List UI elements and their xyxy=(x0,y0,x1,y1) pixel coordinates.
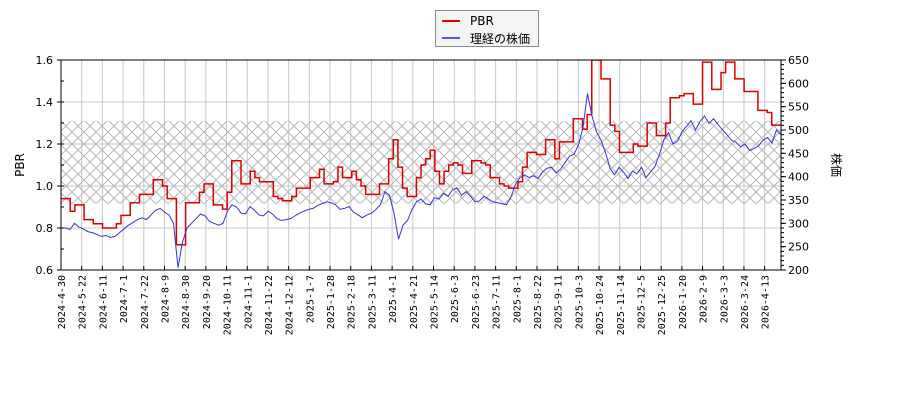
x-tick-label: 2025-4-21 xyxy=(409,275,420,329)
x-tick-label: 2025-1-28 xyxy=(326,275,337,329)
price-line xyxy=(61,93,781,268)
x-tick-label: 2025-6-3 xyxy=(450,275,461,323)
x-tick-label: 2024-7-1 xyxy=(119,275,130,323)
pbr-line xyxy=(61,60,781,246)
left-axis-title: PBR xyxy=(13,153,27,177)
x-tick-label: 2024-6-11 xyxy=(98,275,109,329)
left-tick-label: 1.0 xyxy=(36,180,54,193)
x-tick-label: 2024-8-9 xyxy=(160,275,171,323)
right-tick-label: 550 xyxy=(788,101,809,114)
right-tick-label: 400 xyxy=(788,171,809,184)
x-tick-label: 2025-12-5 xyxy=(636,275,647,329)
legend-swatch-price xyxy=(442,37,460,39)
x-tick-label: 2024-12-12 xyxy=(285,275,296,335)
right-tick-label: 300 xyxy=(788,217,809,230)
pbr-range-band xyxy=(61,120,781,204)
right-tick-label: 600 xyxy=(788,77,809,90)
right-tick-label: 450 xyxy=(788,147,809,160)
legend-label-price: 理経の株価 xyxy=(470,31,531,46)
x-tick-label: 2025-8-22 xyxy=(533,275,544,329)
x-tick-label: 2026-3-3 xyxy=(719,275,730,323)
x-tick-label: 2024-8-30 xyxy=(181,275,192,329)
x-tick-label: 2025-3-11 xyxy=(367,275,378,329)
x-tick-label: 2026-3-24 xyxy=(740,275,751,329)
right-tick-label: 250 xyxy=(788,241,809,254)
right-tick-label: 650 xyxy=(788,54,809,67)
right-tick-label: 350 xyxy=(788,194,809,207)
legend-swatch-pbr xyxy=(442,20,460,22)
left-tick-label: 1.2 xyxy=(36,138,54,151)
x-tick-label: 2026-2-9 xyxy=(699,275,710,323)
x-tick-label: 2025-1-7 xyxy=(305,275,316,323)
x-tick-label: 2024-5-22 xyxy=(78,275,89,329)
x-tick-label: 2024-9-20 xyxy=(202,275,213,329)
x-tick-label: 2025-6-23 xyxy=(471,275,482,329)
left-tick-label: 0.8 xyxy=(36,222,54,235)
x-tick-label: 2025-12-25 xyxy=(657,275,668,335)
x-tick-label: 2024-4-30 xyxy=(57,275,68,329)
right-axis-title: 株価 xyxy=(829,153,844,177)
left-tick-label: 1.4 xyxy=(36,96,54,109)
x-tick-label: 2026-1-20 xyxy=(678,275,689,329)
x-tick-label: 2025-7-11 xyxy=(492,275,503,329)
x-tick-label: 2025-11-14 xyxy=(616,275,627,335)
right-tick-label: 200 xyxy=(788,264,809,277)
legend-item-price: 理経の株価 xyxy=(442,30,530,46)
legend: PBR 理経の株価 xyxy=(435,10,539,47)
legend-label-pbr: PBR xyxy=(470,14,494,28)
x-tick-label: 2024-11-22 xyxy=(264,275,275,335)
x-tick-label: 2025-10-3 xyxy=(574,275,585,329)
axis-ticks: 0.6 0.8 1.0 1.2 1.4 1.6 200 250 300 350 400 450 500 5… xyxy=(36,54,810,335)
x-tick-label: 2025-8-1 xyxy=(512,275,523,323)
legend-item-pbr: PBR xyxy=(442,13,494,29)
x-tick-label: 2025-5-14 xyxy=(430,275,441,329)
x-tick-label: 2026-4-13 xyxy=(761,275,772,329)
x-tick-label: 2025-10-24 xyxy=(595,275,606,335)
left-tick-label: 1.6 xyxy=(36,54,54,67)
x-tick-label: 2025-9-11 xyxy=(554,275,565,329)
series-lines xyxy=(61,60,781,268)
right-tick-label: 500 xyxy=(788,124,809,137)
x-tick-label: 2024-10-11 xyxy=(223,275,234,335)
x-tick-label: 2025-4-1 xyxy=(388,275,399,323)
x-tick-label: 2025-2-18 xyxy=(347,275,358,329)
x-tick-label: 2024-7-22 xyxy=(140,275,151,329)
x-tick-label: 2024-11-1 xyxy=(243,275,254,329)
left-tick-label: 0.6 xyxy=(36,264,54,277)
